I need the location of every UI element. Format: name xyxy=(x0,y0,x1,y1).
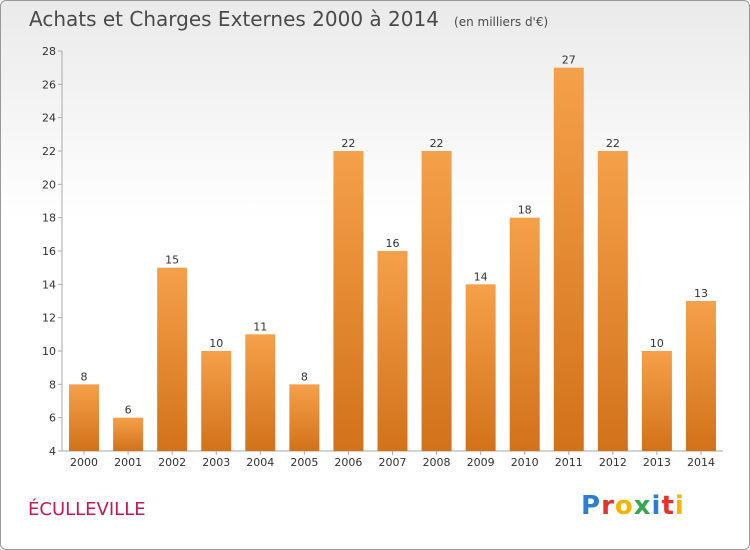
commune-name: ÉCULLEVILLE xyxy=(28,499,146,520)
data-label-2008: 22 xyxy=(430,137,444,150)
bar-2004 xyxy=(245,334,276,451)
bar-2000 xyxy=(69,384,100,451)
y-tick-label: 14 xyxy=(42,278,56,291)
chart-subtitle: (en milliers d'€) xyxy=(454,15,549,29)
x-tick-label: 2011 xyxy=(555,456,583,469)
x-tick-label: 2002 xyxy=(158,456,186,469)
data-label-2002: 15 xyxy=(165,254,179,267)
logo-letter: o xyxy=(614,491,634,521)
data-label-2003: 10 xyxy=(209,337,223,350)
bars: 8 6 15 10 11 8 22 16 22 14 18 27 22 10 13 xyxy=(69,54,716,452)
y-tick-label: 8 xyxy=(49,378,56,391)
data-label-2009: 14 xyxy=(474,270,488,283)
y-tick-label: 26 xyxy=(42,78,56,91)
x-tick-label: 2005 xyxy=(290,456,318,469)
x-tick-label: 2007 xyxy=(379,456,407,469)
y-tick-label: 10 xyxy=(42,345,56,358)
data-label-2013: 10 xyxy=(650,337,664,350)
x-tick-label: 2010 xyxy=(511,456,539,469)
data-label-2004: 11 xyxy=(253,320,267,333)
bar-2001 xyxy=(113,417,144,451)
logo-letter: x xyxy=(633,491,652,521)
x-tick-label: 2008 xyxy=(423,456,451,469)
data-label-2001: 6 xyxy=(125,404,132,417)
bar-2008 xyxy=(421,151,452,451)
x-tick-label: 2004 xyxy=(246,456,274,469)
logo-letter: r xyxy=(601,491,615,521)
bar-2006 xyxy=(333,151,364,451)
data-label-2000: 8 xyxy=(81,370,88,383)
bar-2003 xyxy=(201,351,232,451)
x-tick-label: 2000 xyxy=(70,456,98,469)
bar-2010 xyxy=(509,217,540,451)
x-tick-label: 2012 xyxy=(599,456,627,469)
y-tick-label: 16 xyxy=(42,245,56,258)
data-label-2006: 22 xyxy=(341,137,355,150)
x-tick-label: 2013 xyxy=(643,456,671,469)
x-tick-label: 2001 xyxy=(114,456,142,469)
bar-2009 xyxy=(465,284,496,451)
data-label-2012: 22 xyxy=(606,137,620,150)
data-label-2014: 13 xyxy=(694,287,708,300)
data-label-2005: 8 xyxy=(301,370,308,383)
x-tick-label: 2003 xyxy=(202,456,230,469)
axes: 4 6 8 10 12 14 16 18 20 22 24 26 28 2000 2001 2002 2003 2… xyxy=(42,45,723,469)
data-label-2007: 16 xyxy=(386,237,400,250)
y-tick-label: 6 xyxy=(49,412,56,425)
bar-2012 xyxy=(597,151,628,451)
logo-letter: P xyxy=(581,491,602,521)
x-tick-label: 2006 xyxy=(334,456,362,469)
title-row: Achats et Charges Externes 2000 à 2014 (… xyxy=(29,7,548,31)
bar-2005 xyxy=(289,384,320,451)
chart-title: Achats et Charges Externes 2000 à 2014 xyxy=(29,7,439,31)
logo-letter: i xyxy=(651,491,662,521)
y-tick-label: 12 xyxy=(42,312,56,325)
y-tick-label: 24 xyxy=(42,112,56,125)
bar-2014 xyxy=(685,301,716,451)
y-tick-label: 18 xyxy=(42,212,56,225)
y-tick-label: 22 xyxy=(42,145,56,158)
bar-2011 xyxy=(553,67,584,452)
bar-2007 xyxy=(377,251,408,451)
y-tick-label: 28 xyxy=(42,45,56,58)
bar-2013 xyxy=(641,351,672,451)
bar-2002 xyxy=(157,267,188,451)
x-tick-label: 2014 xyxy=(687,456,715,469)
logo-letter: t xyxy=(661,491,675,521)
data-label-2010: 18 xyxy=(518,204,532,217)
proxiti-logo: Proxiti xyxy=(581,491,685,521)
y-tick-label: 20 xyxy=(42,178,56,191)
x-tick-label: 2009 xyxy=(467,456,495,469)
y-tick-label: 4 xyxy=(49,445,56,458)
logo-letter: i xyxy=(674,491,685,521)
data-label-2011: 27 xyxy=(562,54,576,67)
